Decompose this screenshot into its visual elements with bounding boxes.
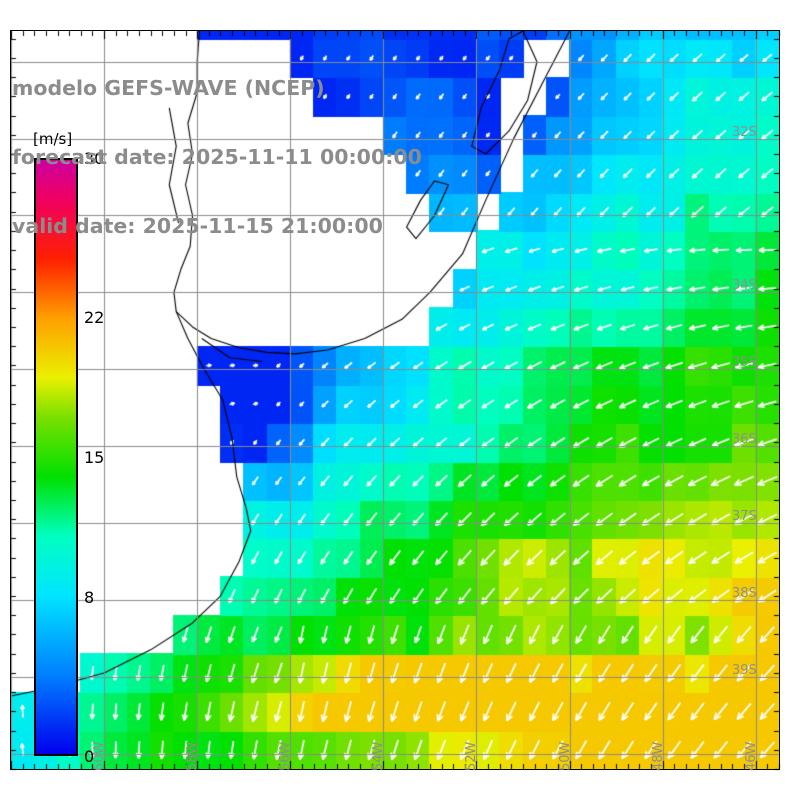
- lat-tick-label-35S: 35S: [732, 355, 757, 371]
- model-name-line: modelo GEFS-WAVE (NCEP): [12, 76, 325, 100]
- colorbar-tick-22: 22: [84, 308, 105, 328]
- valid-date-line: valid date: 2025-11-15 21:00:00: [12, 214, 383, 238]
- lat-tick-label-36S: 36S: [732, 432, 757, 448]
- lat-tick-label-39S: 39S: [732, 662, 757, 678]
- colorbar-tick-8: 8: [84, 587, 95, 607]
- lon-tick-label-52W: 52W: [464, 741, 480, 771]
- lat-tick-label-32S: 32S: [732, 124, 757, 140]
- lon-tick-label-48W: 48W: [650, 741, 666, 771]
- colorbar-tick-15: 15: [84, 448, 105, 467]
- lon-tick-label-54W: 54W: [371, 741, 387, 771]
- lat-tick-label-38S: 38S: [732, 585, 757, 601]
- lon-tick-label-58W: 58W: [185, 741, 201, 771]
- lon-tick-label-50W: 50W: [557, 741, 573, 771]
- lon-tick-label-60W: 60W: [92, 741, 108, 771]
- colorbar-tick-0: 0: [84, 747, 95, 766]
- lon-tick-label-56W: 56W: [278, 741, 294, 771]
- chart-title-block: modelo GEFS-WAVE (NCEP) forecast date: 2…: [12, 31, 422, 284]
- lat-tick-label-34S: 34S: [732, 278, 757, 294]
- lat-tick-label-37S: 37S: [732, 509, 757, 524]
- forecast-date-line: forecast date: 2025-11-11 00:00:00: [12, 145, 422, 169]
- lon-tick-label-46W: 46W: [743, 741, 759, 771]
